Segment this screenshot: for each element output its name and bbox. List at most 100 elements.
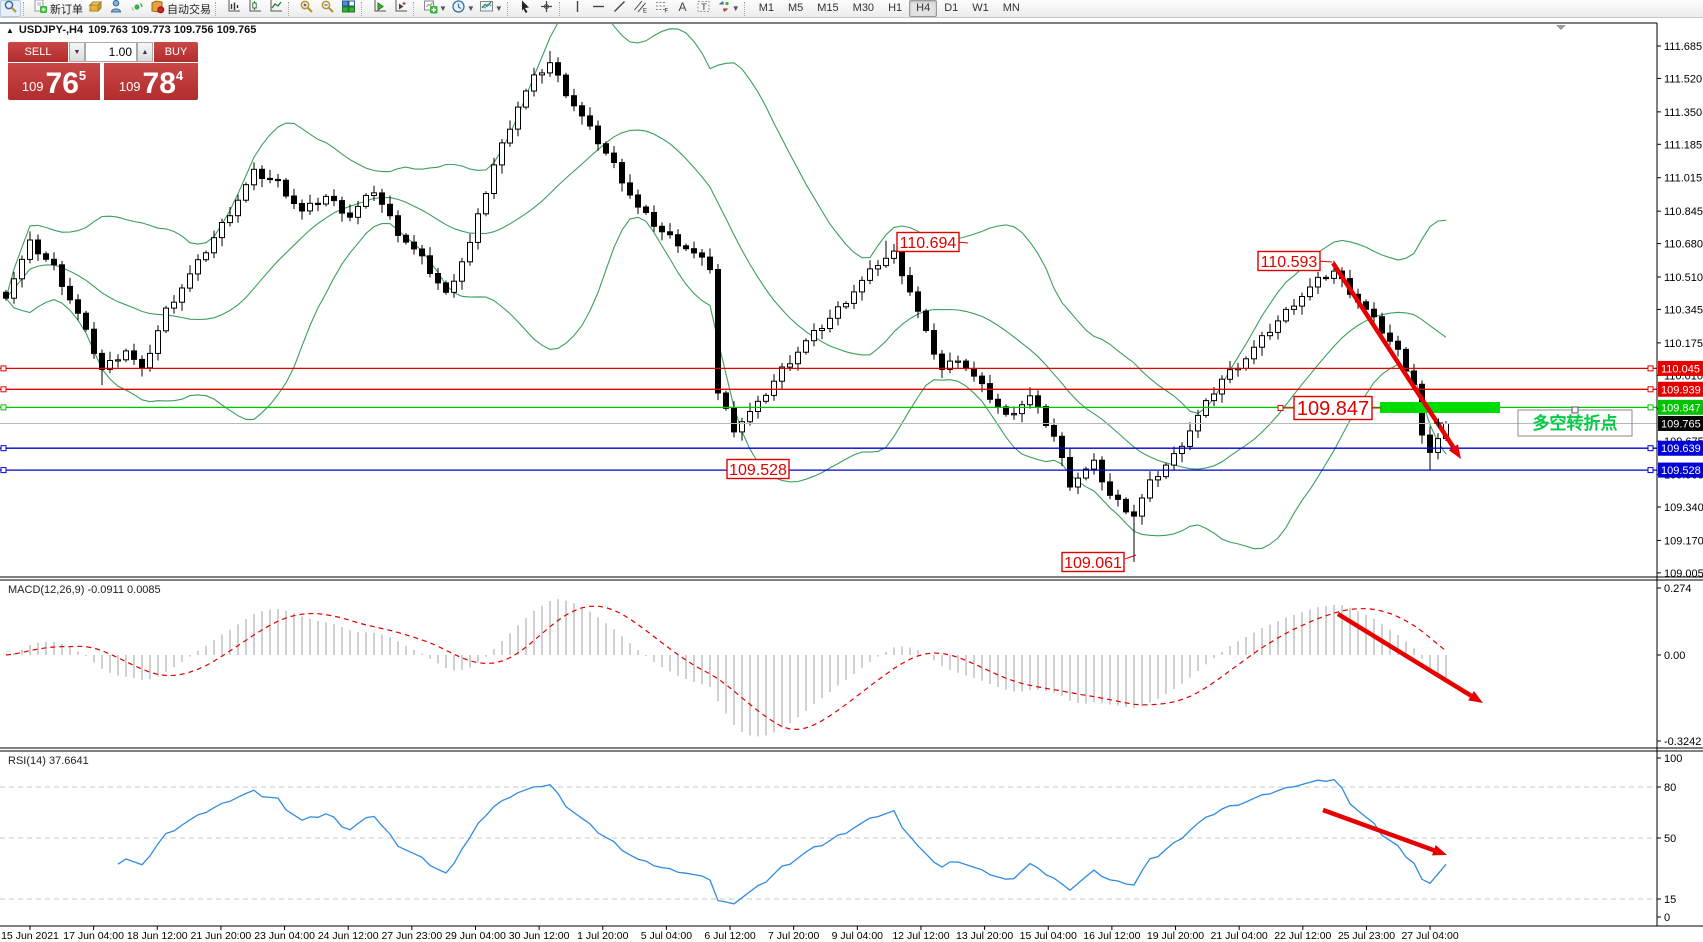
time-axis[interactable]: 15 Jun 2021 17 Jun 04:00 18 Jun 12:00 21 Ju…	[1, 926, 1459, 942]
tag-handle[interactable]	[1277, 405, 1284, 411]
cursor-tool-button[interactable]	[515, 0, 536, 17]
price-tag-box-109.528[interactable]	[726, 458, 790, 480]
price-axis[interactable]: 111.685 111.520 111.350 111.185 111.015 110.8…	[1657, 41, 1703, 924]
toolbar-separator	[23, 1, 29, 16]
timeframe-d1-button[interactable]: D1	[944, 2, 959, 14]
level-handle[interactable]	[0, 386, 7, 393]
note-handle[interactable]	[1571, 406, 1579, 414]
navigator-icon	[109, 0, 124, 19]
zoom-out-icon	[320, 0, 335, 19]
svg-text:0.274: 0.274	[1664, 583, 1692, 595]
green-highlight-zone[interactable]	[1380, 402, 1500, 413]
new-chart-button[interactable]: ▼	[421, 0, 449, 17]
symbol-quotes: 109.763 109.773 109.756 109.765	[88, 24, 257, 36]
dropdown-arrow-icon[interactable]: ▼	[466, 4, 475, 13]
templates-icon	[479, 0, 494, 19]
level-handle[interactable]	[1647, 467, 1654, 474]
line-chart-mode-icon	[268, 0, 283, 19]
new-order-button[interactable]: 新订单	[31, 0, 85, 17]
horizontal-line-tool[interactable]	[588, 0, 609, 17]
templates-button[interactable]: ▼	[477, 0, 505, 17]
timeframe-m1-button[interactable]: M1	[758, 2, 774, 14]
svg-text:100: 100	[1664, 753, 1682, 765]
toolbar-separator	[413, 1, 419, 16]
volume-decrease-button[interactable]: ▼	[69, 42, 85, 62]
timeframe-m30-button[interactable]: M30	[852, 2, 875, 14]
tile-windows-icon	[341, 0, 356, 19]
vertical-line-tool[interactable]	[567, 0, 588, 17]
volume-input[interactable]: 1.00	[85, 42, 137, 62]
main-price-pane	[3, 24, 1449, 562]
zoom-out-button[interactable]	[317, 0, 338, 17]
price-tag-box-109.061[interactable]	[1061, 551, 1125, 573]
price-tag-text: 109.847	[1297, 398, 1369, 420]
market-watch-button[interactable]	[85, 0, 106, 17]
bar-chart-mode-button[interactable]	[223, 0, 244, 17]
dropdown-arrow-icon[interactable]: ▼	[439, 4, 447, 13]
svg-text:13 Jul 20:00: 13 Jul 20:00	[956, 930, 1013, 942]
timeframe-w1-button[interactable]: W1	[972, 2, 989, 14]
signals-button[interactable]	[127, 0, 148, 17]
volume-increase-button[interactable]: ▲	[137, 42, 153, 62]
red-arrow-3[interactable]	[1322, 807, 1435, 853]
profiles-button[interactable]: ▼	[449, 0, 477, 17]
dropdown-arrow-icon[interactable]: ▼	[731, 4, 740, 13]
navigator-button[interactable]	[106, 0, 127, 17]
symbol-info-line: ▲ USDJPY-,H4 109.763 109.773 109.756 109…	[6, 24, 256, 36]
buy-price-display[interactable]: 109 78 4	[104, 63, 198, 100]
macd-label: MACD(12,26,9) -0.0911 0.0085	[8, 584, 161, 596]
auto-scroll-button[interactable]	[390, 0, 411, 17]
zoom-in-button[interactable]	[296, 0, 317, 17]
buy-button[interactable]: BUY	[154, 42, 198, 62]
trendline-tool[interactable]	[609, 0, 630, 17]
level-handle[interactable]	[1647, 365, 1654, 372]
horizontal-line-icon	[591, 0, 606, 19]
svg-text:25 Jul 23:00: 25 Jul 23:00	[1338, 930, 1395, 942]
svg-text:21 Jul 04:00: 21 Jul 04:00	[1211, 930, 1268, 942]
svg-text:110.175: 110.175	[1664, 338, 1703, 350]
red-arrow-1[interactable]	[1331, 261, 1456, 449]
trendline-icon	[612, 0, 627, 19]
price-tag-box-110.694[interactable]	[896, 231, 960, 253]
channel-tool[interactable]: E	[630, 0, 651, 17]
autotrade-button[interactable]: 自动交易	[148, 0, 213, 17]
chart-shift-button[interactable]	[369, 0, 390, 17]
search-icon[interactable]	[0, 0, 21, 17]
svg-text:15 Jun 2021: 15 Jun 2021	[1, 930, 59, 942]
sell-price-display[interactable]: 109 76 5	[8, 63, 100, 100]
timeframe-h4-button[interactable]: H4	[909, 0, 938, 17]
timeframe-h1-button[interactable]: H1	[888, 2, 903, 14]
timeframe-m15-button[interactable]: M15	[817, 2, 839, 14]
text-tool[interactable]: A	[672, 0, 693, 17]
crosshair-tool-button[interactable]	[536, 0, 557, 17]
svg-text:111.685: 111.685	[1664, 41, 1702, 53]
level-handle[interactable]	[0, 365, 7, 372]
text-label-tool[interactable]: T	[693, 0, 714, 17]
sell-button[interactable]: SELL	[8, 42, 68, 62]
candlestick-mode-button[interactable]	[244, 0, 265, 17]
svg-text:9 Jul 04:00: 9 Jul 04:00	[832, 930, 884, 942]
red-arrow-2[interactable]	[1336, 612, 1473, 698]
fibonacci-tool[interactable]: F	[651, 0, 672, 17]
price-tag-box-109.847[interactable]	[1293, 395, 1373, 421]
svg-text:18 Jun 12:00: 18 Jun 12:00	[127, 930, 188, 942]
level-handle[interactable]	[0, 445, 7, 452]
timeframe-mn-button[interactable]: MN	[1002, 2, 1020, 14]
arrows-tool[interactable]: ▼	[714, 0, 742, 17]
level-handle[interactable]	[1647, 386, 1654, 393]
line-chart-mode-button[interactable]	[265, 0, 286, 17]
level-handle[interactable]	[1647, 404, 1654, 411]
level-handle[interactable]	[1647, 445, 1654, 452]
crosshair-tool-icon	[539, 0, 554, 19]
dropdown-arrow-icon[interactable]: ▼	[494, 4, 503, 13]
timeframe-m5-button[interactable]: M5	[787, 2, 804, 14]
price-tag-box-110.593[interactable]	[1257, 250, 1321, 272]
scroll-to-end-marker[interactable]	[1556, 25, 1566, 30]
svg-text:0: 0	[1664, 912, 1670, 924]
level-handle[interactable]	[0, 467, 7, 474]
tile-windows-button[interactable]	[338, 0, 359, 17]
note-text[interactable]: 多空转折点	[1533, 413, 1618, 433]
level-handle[interactable]	[0, 404, 7, 411]
rsi-pane	[0, 778, 1657, 905]
